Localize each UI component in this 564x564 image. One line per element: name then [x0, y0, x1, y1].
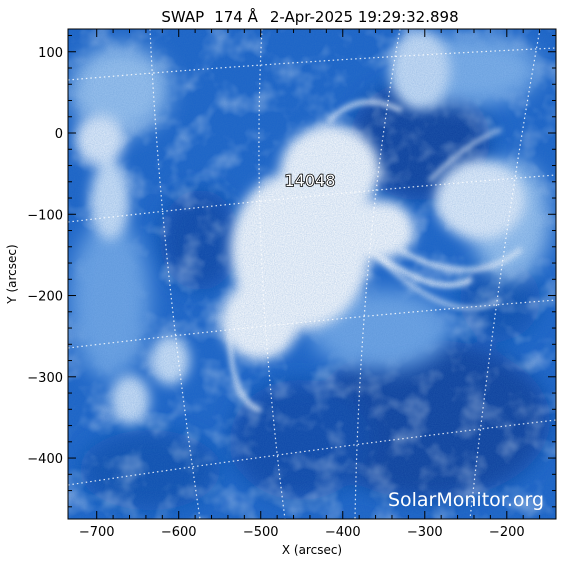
x-axis-title: X (arcsec)	[282, 543, 342, 557]
active-region-label: 14048	[284, 171, 335, 190]
y-tick-label: 100	[38, 46, 63, 61]
axis-ticks	[68, 29, 556, 519]
watermark: SolarMonitor.org	[388, 489, 544, 511]
y-tick-label: −300	[27, 371, 63, 386]
plot-frame	[67, 28, 557, 520]
x-tick-label: −300	[407, 525, 443, 540]
x-tick-label: −400	[325, 525, 361, 540]
x-tick-label: −500	[243, 525, 279, 540]
y-tick-label: −400	[27, 452, 63, 467]
x-tick-label: −700	[79, 525, 115, 540]
y-tick-label: −100	[27, 208, 63, 223]
y-axis-title: Y (arcsec)	[5, 244, 19, 304]
x-tick-label: −600	[161, 525, 197, 540]
x-tick-label: −200	[489, 525, 525, 540]
image-noise	[68, 29, 556, 519]
plot-title: SWAP 174 Å 2-Apr-2025 19:29:32.898	[161, 7, 458, 26]
heliographic-grid	[68, 29, 556, 519]
y-tick-label: 0	[55, 127, 63, 142]
y-tick-label: −200	[27, 290, 63, 305]
solar-image	[68, 29, 556, 519]
